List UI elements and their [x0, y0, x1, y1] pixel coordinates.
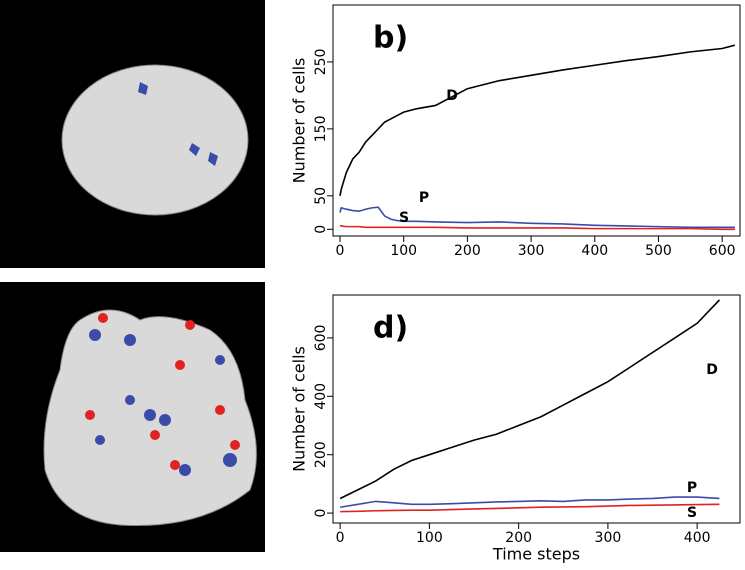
image-c: c)	[0, 282, 265, 552]
panel-label: d)	[373, 311, 408, 346]
x-axis-title: Time steps	[492, 545, 580, 564]
series-label: D	[446, 88, 458, 104]
line	[339, 299, 721, 500]
y-tick-label: 0	[313, 225, 329, 234]
y-tick-label: 50	[313, 187, 329, 205]
x-tick-label: 600	[709, 243, 736, 259]
x-tick-label: 400	[581, 243, 608, 259]
panel-label: a)	[8, 16, 42, 51]
series-label: S	[399, 210, 409, 226]
line	[340, 503, 720, 513]
line	[340, 496, 720, 509]
y-axis-title: Number of cells	[290, 346, 309, 472]
image-a: a)	[0, 0, 265, 268]
plot-frame	[332, 294, 741, 524]
panel-label: b)	[373, 21, 408, 56]
panel-label: c)	[8, 300, 40, 335]
line	[339, 44, 736, 196]
x-tick-label: 300	[595, 530, 622, 546]
y-tick-label: 200	[313, 441, 329, 468]
series-label: D	[706, 362, 718, 378]
y-tick-label: 250	[313, 49, 329, 76]
y-tick-label: 150	[313, 116, 329, 143]
series-label: S	[687, 505, 697, 521]
y-tick-label: 0	[313, 509, 329, 518]
x-tick-label: 0	[336, 243, 345, 259]
y-axis-title: Number of cells	[290, 58, 309, 184]
x-tick-label: 200	[505, 530, 532, 546]
x-tick-label: 100	[416, 530, 443, 546]
x-tick-label: 100	[390, 243, 417, 259]
plot-frame	[332, 4, 741, 237]
series-label: P	[687, 480, 697, 496]
x-tick-label: 300	[518, 243, 545, 259]
x-tick-label: 200	[454, 243, 481, 259]
y-tick-label: 400	[313, 383, 329, 410]
series-label: P	[419, 190, 429, 206]
line	[339, 206, 735, 229]
x-tick-label: 500	[645, 243, 672, 259]
y-tick-label: 600	[313, 325, 329, 352]
x-tick-label: 0	[336, 530, 345, 546]
line	[339, 224, 735, 231]
x-tick-label: 400	[684, 530, 711, 546]
